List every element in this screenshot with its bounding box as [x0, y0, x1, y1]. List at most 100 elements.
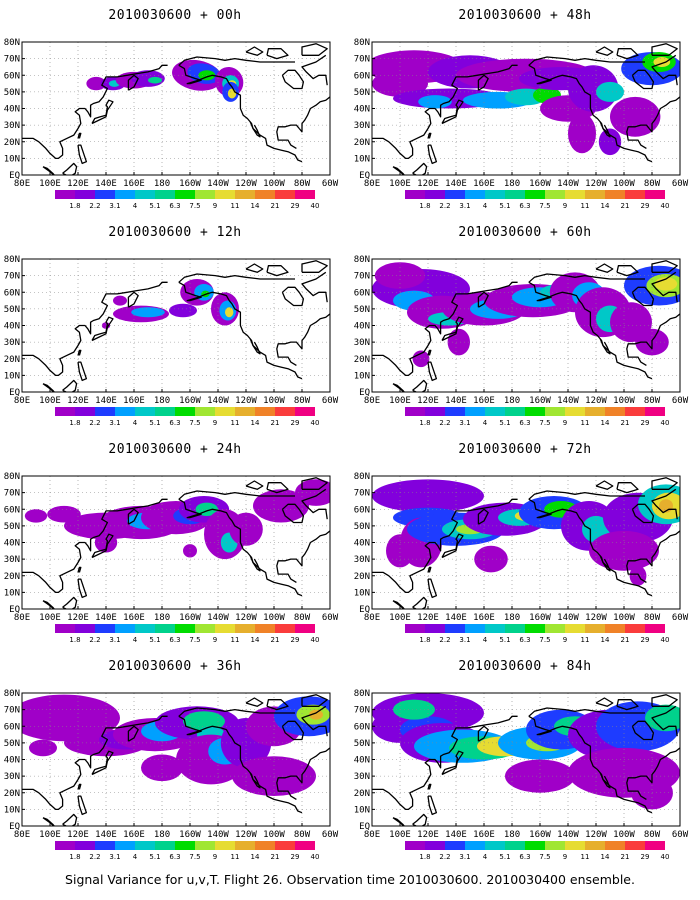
colorbar: 1.8 2.2 3.1 4 5.1 6.3 7.5 9 11 14 21 29 40: [405, 407, 670, 427]
colorbar-label: 9: [213, 202, 217, 210]
colorbar: 1.8 2.2 3.1 4 5.1 6.3 7.5 9 11 14 21 29 40: [55, 841, 319, 861]
variance-contour: [629, 565, 647, 586]
lon-tick-label: 100W: [613, 179, 635, 189]
lat-tick-label: 40N: [354, 322, 370, 332]
lat-tick-label: 10N: [354, 588, 370, 598]
colorbar-label: 3.1: [109, 636, 120, 644]
lon-tick-label: 60W: [672, 830, 689, 840]
lon-tick-label: 120E: [417, 179, 439, 189]
lon-tick-label: 140E: [445, 830, 467, 840]
colorbar-swatch: [645, 624, 665, 633]
lat-tick-label: EQ: [359, 388, 370, 398]
colorbar-swatch: [135, 841, 155, 850]
colorbar-label: 5.1: [499, 202, 510, 210]
lon-tick-label: 160W: [529, 396, 551, 406]
panel-title: 2010030600 + 48h: [458, 8, 592, 23]
colorbar-label: 7.5: [539, 636, 550, 644]
lon-tick-label: 80E: [14, 830, 30, 840]
lon-tick-label: 160E: [473, 179, 495, 189]
colorbar-label: 6.3: [519, 853, 530, 861]
colorbar-swatch: [465, 190, 485, 199]
colorbar-swatch: [175, 624, 195, 633]
colorbar-label: 40: [661, 419, 670, 427]
panel-title: 2010030600 + 00h: [108, 8, 242, 23]
lat-tick-label: 40N: [354, 539, 370, 549]
colorbar-label: 7.5: [539, 202, 550, 210]
variance-shading: [22, 693, 330, 826]
lon-tick-label: 140E: [445, 179, 467, 189]
map-panel-lead-84h: 2010030600 + 84h 80N 70N 60N 50N 40N 30N 20N 10N…: [350, 651, 700, 871]
colorbar-label: 29: [291, 419, 300, 427]
lon-tick-label: 160W: [529, 613, 551, 623]
colorbar-swatch: [255, 407, 275, 416]
colorbar-label: 1.8: [419, 419, 430, 427]
colorbar-label: 14: [601, 419, 610, 427]
colorbar-swatch: [215, 624, 235, 633]
lat-tick-label: 80N: [354, 472, 370, 482]
lon-tick-label: 140W: [207, 613, 229, 623]
lat-tick-label: 30N: [4, 772, 20, 782]
lat-tick-label: 20N: [354, 355, 370, 365]
lat-tick-label: 40N: [354, 756, 370, 766]
colorbar-swatch: [565, 190, 585, 199]
lat-tick-label: 40N: [4, 105, 20, 115]
lat-tick-label: 10N: [4, 805, 20, 815]
colorbar-swatch: [75, 190, 95, 199]
map-panel-lead-12h: 2010030600 + 12h 80N 70N 60N 50N 40N 30N 20N 10N…: [0, 217, 350, 437]
lon-tick-label: 160W: [179, 830, 201, 840]
colorbar-swatch: [545, 841, 565, 850]
colorbar-swatch: [485, 190, 505, 199]
figure-caption: Signal Variance for u,v,T. Flight 26. Ob…: [65, 872, 635, 887]
lon-tick-label: 160W: [179, 179, 201, 189]
lon-tick-label: 160E: [123, 830, 145, 840]
lat-tick-label: EQ: [9, 822, 20, 832]
panel-title: 2010030600 + 12h: [108, 225, 242, 240]
colorbar-swatch: [295, 190, 315, 199]
lon-tick-label: 180: [154, 396, 170, 406]
lon-tick-label: 80W: [294, 613, 311, 623]
colorbar-label: 40: [661, 202, 670, 210]
lon-tick-label: 160E: [123, 613, 145, 623]
colorbar-swatch: [195, 407, 215, 416]
colorbar-swatch: [545, 407, 565, 416]
colorbar-label: 29: [641, 853, 650, 861]
colorbar-swatch: [525, 624, 545, 633]
lon-tick-label: 100W: [263, 179, 285, 189]
colorbar-label: 21: [271, 202, 280, 210]
lon-tick-label: 160E: [123, 396, 145, 406]
colorbar-swatch: [605, 407, 625, 416]
lat-tick-label: 10N: [354, 154, 370, 164]
colorbar-swatch: [155, 841, 175, 850]
variance-contour: [596, 81, 624, 102]
colorbar-label: 14: [601, 202, 610, 210]
colorbar-label: 9: [213, 636, 217, 644]
colorbar-label: 2.2: [89, 636, 100, 644]
lat-tick-label: 20N: [4, 789, 20, 799]
colorbar-swatch: [605, 190, 625, 199]
lat-tick-label: 10N: [354, 371, 370, 381]
lat-tick-label: 20N: [354, 572, 370, 582]
colorbar-swatch: [95, 624, 115, 633]
colorbar-swatch: [75, 841, 95, 850]
colorbar-label: 14: [601, 636, 610, 644]
colorbar-label: 29: [291, 202, 300, 210]
colorbar-label: 2.2: [89, 202, 100, 210]
colorbar-label: 3.1: [109, 853, 120, 861]
colorbar-swatch: [565, 407, 585, 416]
colorbar-label: 7.5: [539, 419, 550, 427]
lon-tick-label: 80W: [644, 830, 661, 840]
colorbar-swatch: [425, 407, 445, 416]
variance-contour: [645, 704, 680, 732]
colorbar-swatch: [545, 624, 565, 633]
colorbar-swatch: [645, 190, 665, 199]
colorbar-label: 29: [641, 419, 650, 427]
lat-tick-label: EQ: [9, 388, 20, 398]
colorbar-label: 4: [483, 419, 488, 427]
lat-tick-label: 30N: [4, 555, 20, 565]
lon-tick-label: 120W: [585, 179, 607, 189]
variance-contour: [295, 479, 330, 506]
map-panel-lead-48h: 2010030600 + 48h 80N 70N 60N 50N 40N 30N 20N 10N…: [350, 0, 700, 220]
colorbar-label: 21: [271, 636, 280, 644]
